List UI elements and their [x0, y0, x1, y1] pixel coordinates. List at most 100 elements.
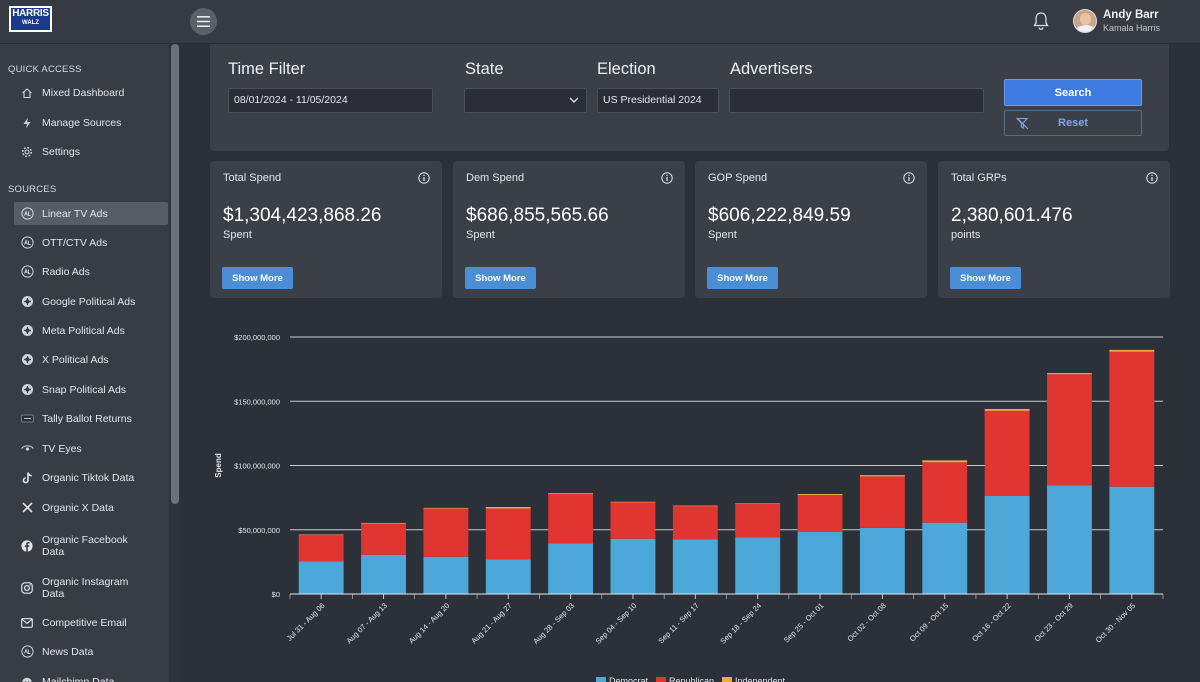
bar-democrat-10 — [922, 522, 968, 594]
eye-icon — [20, 442, 34, 456]
election-input[interactable]: US Presidential 2024 — [597, 88, 719, 113]
sidebar-item-news-data[interactable]: News Data — [14, 640, 168, 663]
sidebar-item-meta-political-ads[interactable]: Meta Political Ads — [14, 319, 168, 342]
info-icon[interactable] — [418, 172, 430, 184]
sidebar-item-mixed-dashboard[interactable]: Mixed Dashboard — [14, 81, 168, 104]
sidebar-item-organic-tiktok-data[interactable]: Organic Tiktok Data — [14, 466, 168, 489]
y-tick-label: $150,000,000 — [234, 397, 280, 406]
state-select[interactable] — [464, 88, 587, 113]
bar-democrat-1 — [361, 554, 406, 594]
y-axis-title: Spend — [214, 453, 223, 478]
sources-title: SOURCES — [8, 184, 57, 195]
sidebar-item-competitive-email[interactable]: Competitive Email — [14, 611, 168, 634]
bar-independent-13 — [1109, 349, 1155, 352]
political-ads-icon — [20, 353, 34, 367]
sidebar-item-ott-ctv-ads[interactable]: OTT/CTV Ads — [14, 231, 168, 254]
x-tick-label: Sep 18 - Sep 24 — [718, 601, 763, 646]
bar-independent-9 — [859, 475, 905, 477]
sidebar-item-label: Snap Political Ads — [42, 383, 127, 396]
show-more-button[interactable]: Show More — [465, 267, 536, 289]
bar-democrat-3 — [485, 559, 531, 594]
sidebar-item-google-political-ads[interactable]: Google Political Ads — [14, 290, 168, 313]
bar-democrat-11 — [984, 495, 1030, 594]
sidebar-item-organic-facebook-data[interactable]: Organic Facebook Data — [14, 531, 168, 561]
sidebar-item-organic-x-data[interactable]: Organic X Data — [14, 496, 168, 519]
sidebar-item-tally-ballot-returns[interactable]: Tally Ballot Returns — [14, 407, 168, 430]
sidebar-item-linear-tv-ads[interactable]: Linear TV Ads — [14, 202, 168, 225]
card-value: $1,304,423,868.26 — [223, 205, 382, 226]
logo-line2: WALZ — [22, 20, 39, 26]
bar-republican-10 — [922, 462, 968, 523]
filter-clear-icon — [1016, 117, 1029, 130]
bar-republican-4 — [548, 493, 594, 544]
sidebar-item-snap-political-ads[interactable]: Snap Political Ads — [14, 378, 168, 401]
sidebar-item-settings[interactable]: Settings — [14, 140, 168, 163]
harris-walz-logo[interactable]: HARRIS WALZ — [9, 6, 52, 32]
avatar[interactable] — [1073, 9, 1097, 33]
bell-icon[interactable] — [1030, 10, 1052, 32]
x-tick-label: Sep 11 - Sep 17 — [656, 601, 700, 645]
x-tick-label: Oct 23 - Oct 29 — [1033, 601, 1075, 643]
bar-republican-13 — [1109, 351, 1155, 487]
x-tick-label: Oct 30 - Nov 05 — [1094, 601, 1138, 645]
sidebar: QUICK ACCESS SOURCES Mixed Dashboard Mana… — [0, 44, 180, 682]
advertisers-input[interactable] — [729, 88, 984, 113]
menu-toggle-button[interactable] — [190, 8, 217, 35]
reset-button[interactable]: Reset — [1004, 110, 1142, 136]
sidebar-item-label: Manage Sources — [42, 116, 122, 129]
time-filter-input[interactable]: 08/01/2024 - 11/05/2024 — [228, 88, 433, 113]
bar-democrat-13 — [1109, 486, 1155, 594]
card-unit: Spent — [223, 229, 252, 241]
sidebar-scrollbar[interactable] — [171, 44, 179, 504]
sidebar-item-label: Competitive Email — [42, 616, 127, 629]
sidebar-item-mailchimp-data[interactable]: Mailchimp Data — [14, 670, 168, 682]
bar-republican-12 — [1047, 374, 1092, 486]
card-unit: Spent — [708, 229, 737, 241]
card-unit: points — [951, 229, 981, 241]
bar-republican-1 — [361, 523, 406, 555]
show-more-button[interactable]: Show More — [707, 267, 778, 289]
show-more-button[interactable]: Show More — [222, 267, 293, 289]
bar-democrat-12 — [1047, 485, 1092, 594]
facebook-icon — [20, 539, 34, 553]
user-organization: Kamala Harris — [1103, 23, 1161, 33]
bar-independent-8 — [797, 494, 843, 496]
sidebar-item-manage-sources[interactable]: Manage Sources — [14, 111, 168, 134]
stat-card-total-grps: Total GRPs 2,380,601.476 points Show More — [938, 161, 1170, 298]
info-icon[interactable] — [1146, 172, 1158, 184]
bar-independent-0 — [298, 534, 344, 536]
legend-swatch-republican — [656, 677, 666, 682]
sidebar-item-organic-instagram-data[interactable]: Organic Instagram Data — [14, 573, 168, 603]
sidebar-item-label: Settings — [42, 145, 80, 158]
y-tick-label: $200,000,000 — [234, 333, 280, 342]
home-icon — [20, 86, 34, 100]
sidebar-item-radio-ads[interactable]: Radio Ads — [14, 260, 168, 283]
spend-chart: $0 $50,000,000 $100,000,000 $150,000,000 $20… — [214, 333, 1164, 682]
legend-swatch-democrat — [596, 677, 606, 682]
info-icon[interactable] — [661, 172, 673, 184]
hamburger-icon — [197, 16, 210, 27]
user-name[interactable]: Andy Barr — [1103, 9, 1159, 21]
news-icon — [20, 645, 34, 659]
sidebar-item-label: Organic Facebook Data — [42, 534, 128, 558]
search-button[interactable]: Search — [1004, 79, 1142, 106]
sidebar-item-x-political-ads[interactable]: X Political Ads — [14, 348, 168, 371]
y-tick-label: $50,000,000 — [238, 526, 280, 535]
tiktok-icon — [20, 471, 34, 485]
sidebar-item-label: OTT/CTV Ads — [42, 236, 108, 249]
info-icon[interactable] — [903, 172, 915, 184]
card-title: Total GRPs — [951, 172, 1007, 184]
chevron-down-icon — [569, 97, 579, 103]
show-more-button[interactable]: Show More — [950, 267, 1021, 289]
bar-democrat-4 — [548, 543, 594, 594]
sidebar-item-label: Meta Political Ads — [42, 324, 125, 337]
sidebar-item-tv-eyes[interactable]: TV Eyes — [14, 437, 168, 460]
card-value: $606,222,849.59 — [708, 205, 851, 226]
card-title: GOP Spend — [708, 172, 768, 184]
bar-democrat-2 — [423, 556, 469, 594]
top-bar: HARRIS WALZ Andy Barr Kamala Harris — [0, 0, 1200, 44]
bar-independent-7 — [735, 503, 781, 505]
bar-republican-6 — [672, 505, 718, 540]
x-tick-label: Aug 28 - Sep 03 — [531, 601, 576, 646]
bar-democrat-5 — [610, 538, 656, 594]
